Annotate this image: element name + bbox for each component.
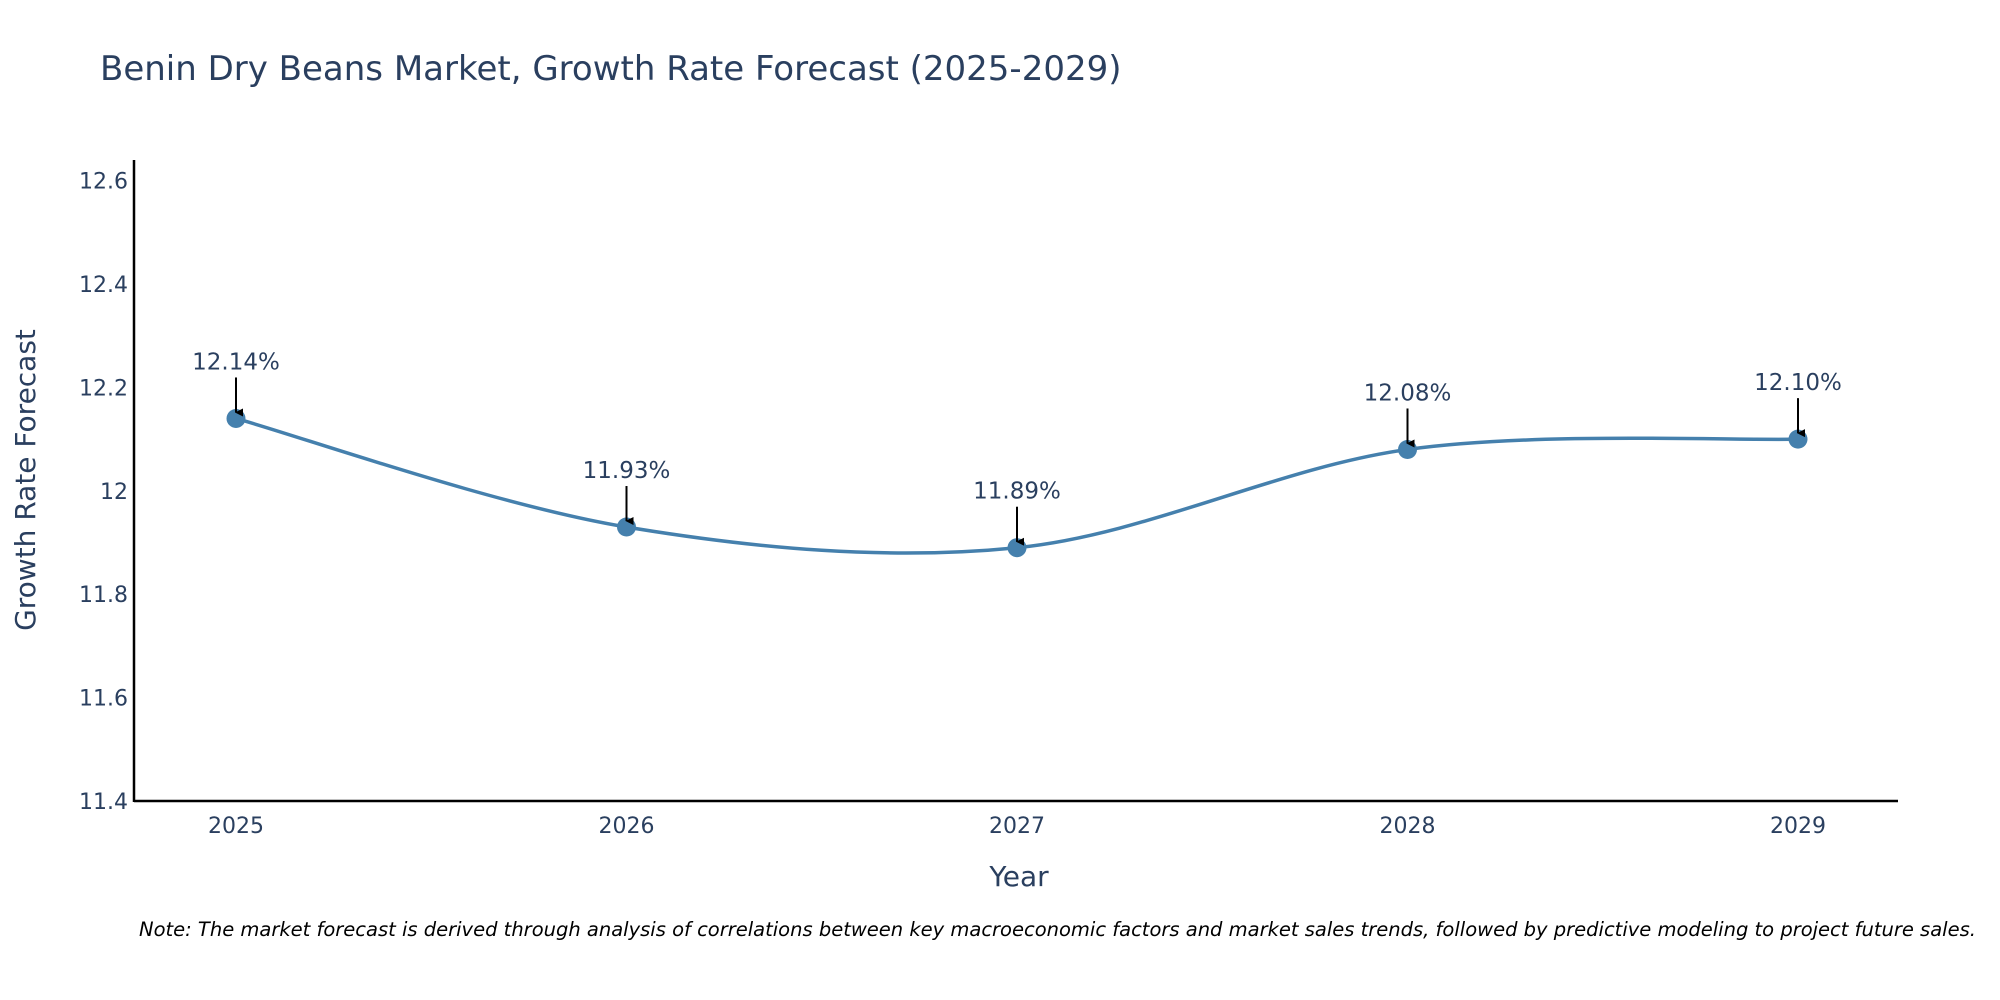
data-label: 12.08% <box>1364 380 1452 406</box>
y-tick-label: 11.6 <box>79 687 128 712</box>
data-label: 11.89% <box>973 479 1061 505</box>
data-label: 12.14% <box>192 349 280 375</box>
x-tick-label: 2025 <box>208 814 264 839</box>
y-tick-label: 11.8 <box>79 583 128 608</box>
y-tick-label: 12.4 <box>79 273 128 298</box>
x-axis-ticks: 2025 2026 2027 2028 2029 <box>208 814 1826 839</box>
chart-title: Benin Dry Beans Market, Growth Rate Fore… <box>100 49 1122 89</box>
x-tick-label: 2029 <box>1770 814 1826 839</box>
y-tick-label: 12.2 <box>79 376 128 401</box>
x-tick-label: 2027 <box>989 814 1045 839</box>
x-axis-title: Year <box>988 860 1049 893</box>
y-axis-title: Growth Rate Forecast <box>9 329 42 631</box>
x-tick-label: 2028 <box>1380 814 1436 839</box>
y-tick-label: 11.4 <box>79 790 128 815</box>
y-tick-label: 12 <box>100 480 128 505</box>
data-label: 12.10% <box>1754 370 1842 396</box>
data-label: 11.93% <box>583 458 671 484</box>
footnote: Note: The market forecast is derived thr… <box>139 918 1976 941</box>
y-axis-ticks: 11.4 11.6 11.8 12 12.2 12.4 12.6 <box>79 170 128 815</box>
y-tick-label: 12.6 <box>79 170 128 195</box>
data-label-layer: 12.14% 11.93% 11.89% 12.08% 12.10% <box>192 349 1842 546</box>
x-tick-label: 2026 <box>599 814 655 839</box>
